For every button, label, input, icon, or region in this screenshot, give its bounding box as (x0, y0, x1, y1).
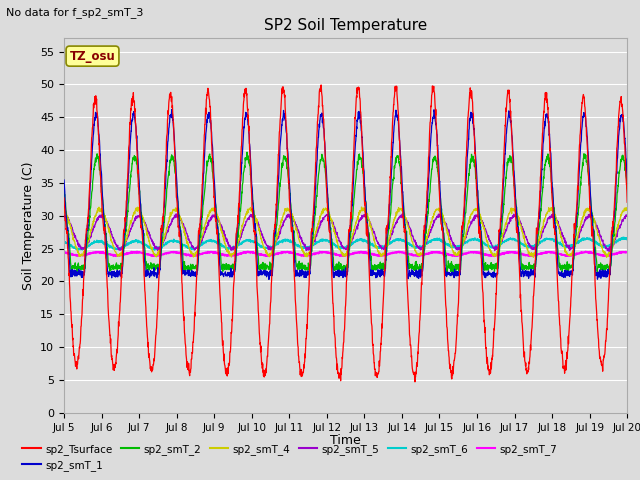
Legend: sp2_Tsurface, sp2_smT_1, sp2_smT_2, sp2_smT_4, sp2_smT_5, sp2_smT_6, sp2_smT_7: sp2_Tsurface, sp2_smT_1, sp2_smT_2, sp2_… (18, 439, 561, 475)
Title: SP2 Soil Temperature: SP2 Soil Temperature (264, 18, 428, 33)
X-axis label: Time: Time (330, 434, 361, 447)
Y-axis label: Soil Temperature (C): Soil Temperature (C) (22, 161, 35, 290)
Text: No data for f_sp2_smT_3: No data for f_sp2_smT_3 (6, 7, 144, 18)
Text: TZ_osu: TZ_osu (70, 49, 115, 62)
